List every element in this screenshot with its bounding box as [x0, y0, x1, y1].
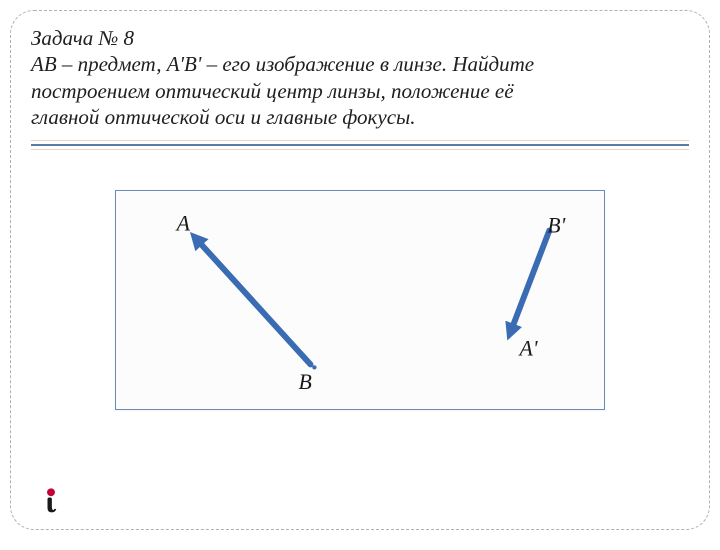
- arrow-image-BpAp: [512, 231, 549, 328]
- label-A: A: [175, 212, 191, 236]
- rule-tan-top: [31, 140, 689, 141]
- text-line-1: Задача № 8: [31, 25, 689, 51]
- point-B-dot: [312, 365, 316, 369]
- optics-diagram: A B A' B': [116, 191, 604, 409]
- diagram-container: A B A' B': [115, 190, 605, 410]
- slide-frame: Задача № 8 AB – предмет, A'B' – его изоб…: [10, 10, 710, 530]
- problem-text: Задача № 8 AB – предмет, A'B' – его изоб…: [31, 25, 689, 130]
- rule-tan-bottom: [31, 149, 689, 150]
- info-icon[interactable]: [37, 487, 65, 515]
- label-B-prime: B': [547, 214, 565, 238]
- text-line-2: AB – предмет, A'B' – его изображение в л…: [31, 51, 689, 77]
- arrow-object-AB: [199, 242, 310, 365]
- rule-blue: [31, 144, 689, 146]
- label-A-prime: A': [518, 336, 538, 360]
- text-line-4: главной оптической оси и главные фокусы.: [31, 104, 689, 130]
- label-B: B: [299, 370, 312, 394]
- text-line-3: построением оптический центр линзы, поло…: [31, 78, 689, 104]
